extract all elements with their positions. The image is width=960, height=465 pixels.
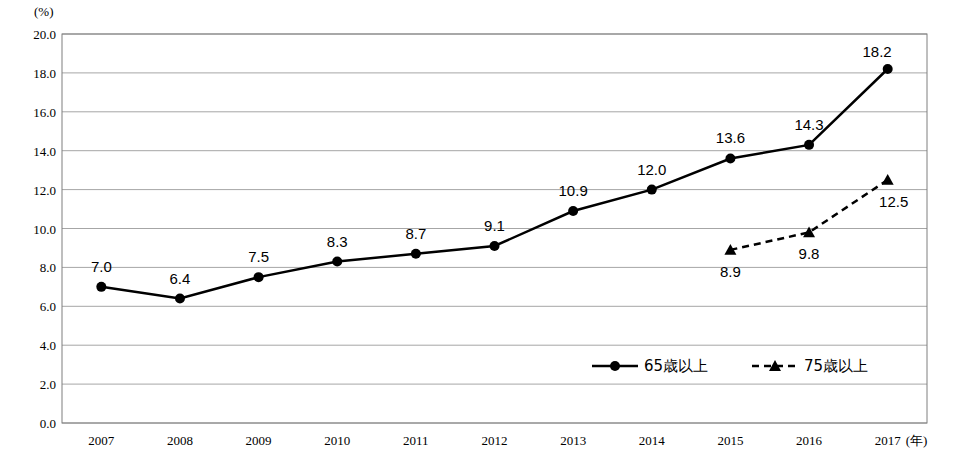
data-label: 13.6	[716, 129, 745, 146]
y-tick-label: 4.0	[40, 338, 56, 353]
y-tick-label: 20.0	[33, 27, 56, 42]
y-tick-label: 10.0	[33, 222, 56, 237]
data-label: 9.8	[799, 245, 820, 262]
chart-svg: 0.0 2.0 4.0 6.0 8.0 10.0 12.0 14.0 16.0 18.0 20.0 2…	[0, 0, 960, 465]
marker	[254, 272, 264, 282]
y-tick-label: 12.0	[33, 183, 56, 198]
data-label: 18.2	[862, 43, 891, 60]
data-label: 7.5	[248, 248, 269, 265]
grid-line	[62, 111, 927, 112]
legend-marker	[769, 360, 781, 371]
data-label: 8.9	[720, 263, 741, 280]
x-tick-label: 2007	[88, 433, 115, 448]
x-tick-label: 2008	[167, 433, 193, 448]
plot-marks	[96, 64, 893, 304]
x-tick-label: 2012	[482, 433, 508, 448]
chart-root: 0.0 2.0 4.0 6.0 8.0 10.0 12.0 14.0 16.0 18.0 20.0 2…	[0, 0, 960, 465]
legend-label: 75歳以上	[804, 357, 868, 375]
x-tick-label: 2014	[639, 433, 666, 448]
marker	[96, 282, 106, 292]
plot-frame	[62, 34, 927, 423]
marker	[490, 241, 500, 251]
data-label: 6.4	[170, 270, 191, 287]
data-label: 8.7	[405, 225, 426, 242]
legend: 65歳以上 75歳以上	[592, 357, 868, 375]
marker	[882, 174, 894, 185]
data-label: 9.1	[484, 217, 505, 234]
grid-line	[62, 150, 927, 151]
x-tick-label: 2009	[246, 433, 272, 448]
y-tick-label: 8.0	[40, 260, 56, 275]
y-tick-label: 2.0	[40, 377, 56, 392]
data-label: 12.0	[637, 161, 666, 178]
marker	[724, 244, 736, 255]
data-label: 7.0	[91, 258, 112, 275]
y-tick-label: 0.0	[40, 416, 56, 431]
marker	[647, 185, 657, 195]
data-label: 10.9	[559, 182, 588, 199]
marker	[175, 294, 185, 304]
y-tick-label: 16.0	[33, 105, 56, 120]
y-tick-label: 14.0	[33, 144, 56, 159]
data-label: 8.3	[327, 233, 348, 250]
x-tick-label: 2016	[796, 433, 823, 448]
legend-marker	[610, 361, 620, 371]
grid-line	[62, 345, 927, 346]
grid-line	[62, 72, 927, 73]
data-label: 12.5	[879, 193, 908, 210]
x-tick-label: 2015	[717, 433, 743, 448]
x-tick-label: 2013	[560, 433, 586, 448]
marker	[883, 64, 893, 74]
series-line	[101, 69, 887, 299]
y-axis-label: (%)	[34, 4, 54, 19]
y-tick-label: 18.0	[33, 66, 56, 81]
marker	[725, 153, 735, 163]
y-tick-label: 6.0	[40, 299, 56, 314]
legend-label: 65歳以上	[644, 357, 708, 375]
grid-line	[62, 189, 927, 190]
marker	[803, 226, 815, 237]
grid-line	[62, 384, 927, 385]
series-line	[730, 180, 887, 250]
x-tick-label: 2017	[875, 433, 902, 448]
marker	[568, 206, 578, 216]
x-tick-label: 2010	[324, 433, 350, 448]
grid-line	[62, 267, 927, 268]
marker	[411, 249, 421, 259]
marker	[804, 140, 814, 150]
data-label: 14.3	[794, 116, 823, 133]
marker	[332, 257, 342, 267]
x-tick-label: 2011	[403, 433, 429, 448]
grid-line	[62, 306, 927, 307]
x-axis-label: (年)	[906, 433, 928, 448]
